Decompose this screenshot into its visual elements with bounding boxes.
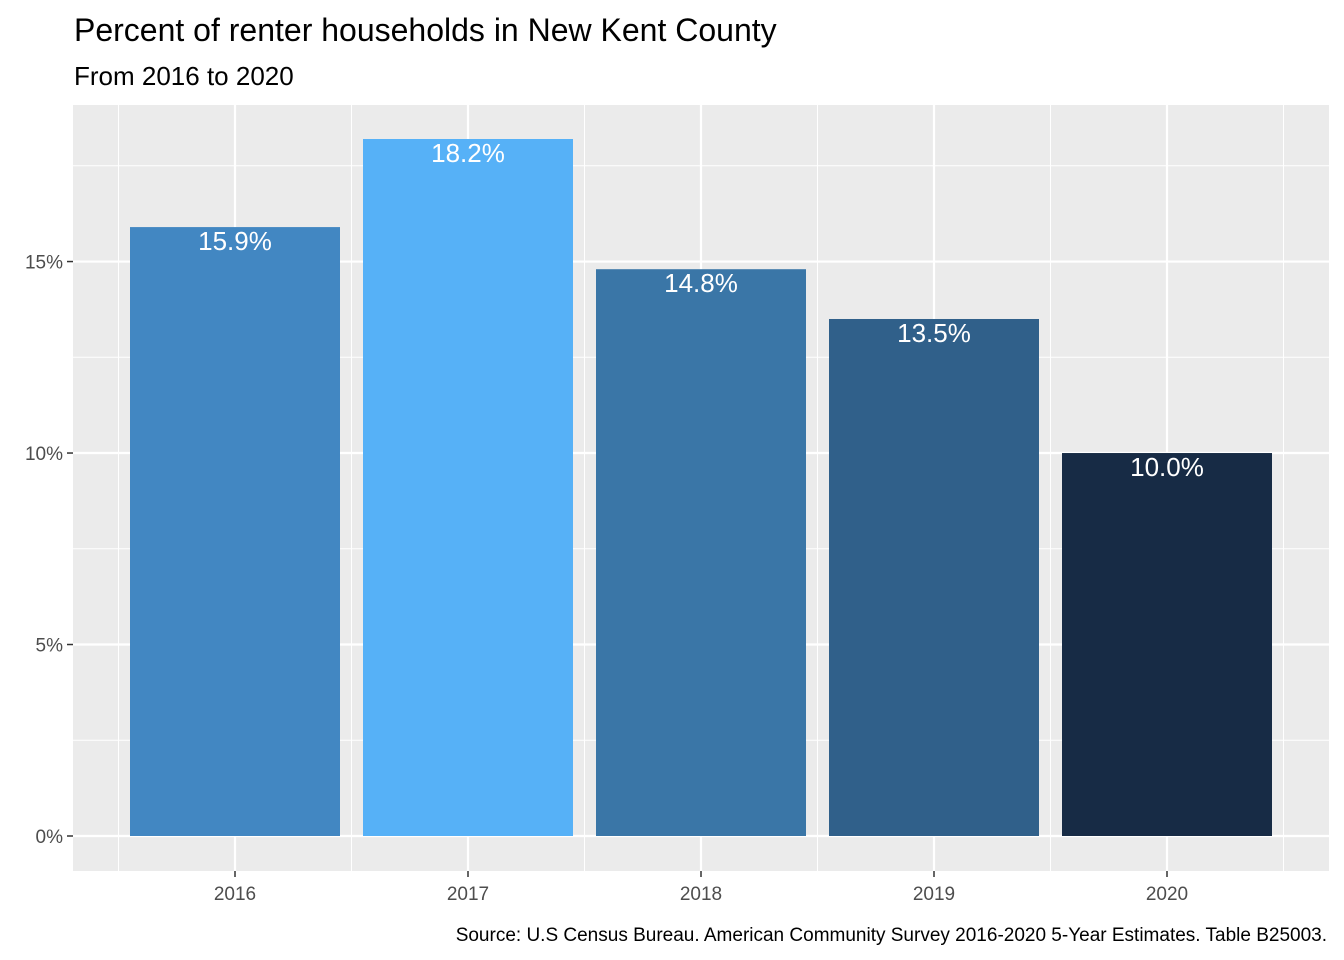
x-tick-label: 2018 [680, 884, 722, 905]
bar-2016 [130, 227, 340, 837]
bar-labels-group: 15.9% 18.2% 14.8% 13.5% 10.0% [198, 138, 1204, 482]
y-tick-label: 15% [25, 253, 63, 274]
y-axis: 0% 5% 10% 15% [25, 253, 73, 848]
bar-2018 [596, 269, 806, 836]
bar-2017 [363, 139, 573, 836]
bar-2019 [829, 318, 1039, 836]
y-tick-label: 0% [36, 827, 64, 848]
chart-caption: Source: U.S Census Bureau. American Comm… [456, 925, 1327, 946]
x-tick-label: 2020 [1146, 884, 1188, 905]
x-tick-label: 2017 [447, 884, 489, 905]
chart-title: Percent of renter households in New Kent… [74, 12, 777, 48]
bar-value-label: 18.2% [431, 138, 505, 168]
chart-subtitle: From 2016 to 2020 [74, 61, 294, 91]
x-axis: 2016 2017 2018 2019 2020 [214, 871, 1188, 905]
bar-2020 [1062, 453, 1272, 836]
bar-value-label: 15.9% [198, 226, 272, 256]
bars-group [130, 139, 1272, 837]
bar-value-label: 10.0% [1130, 452, 1204, 482]
y-tick-label: 10% [25, 444, 63, 465]
x-tick-label: 2019 [913, 884, 955, 905]
bar-value-label: 13.5% [897, 318, 971, 348]
x-tick-label: 2016 [214, 884, 256, 905]
y-tick-label: 5% [36, 636, 64, 657]
bar-value-label: 14.8% [664, 268, 738, 298]
